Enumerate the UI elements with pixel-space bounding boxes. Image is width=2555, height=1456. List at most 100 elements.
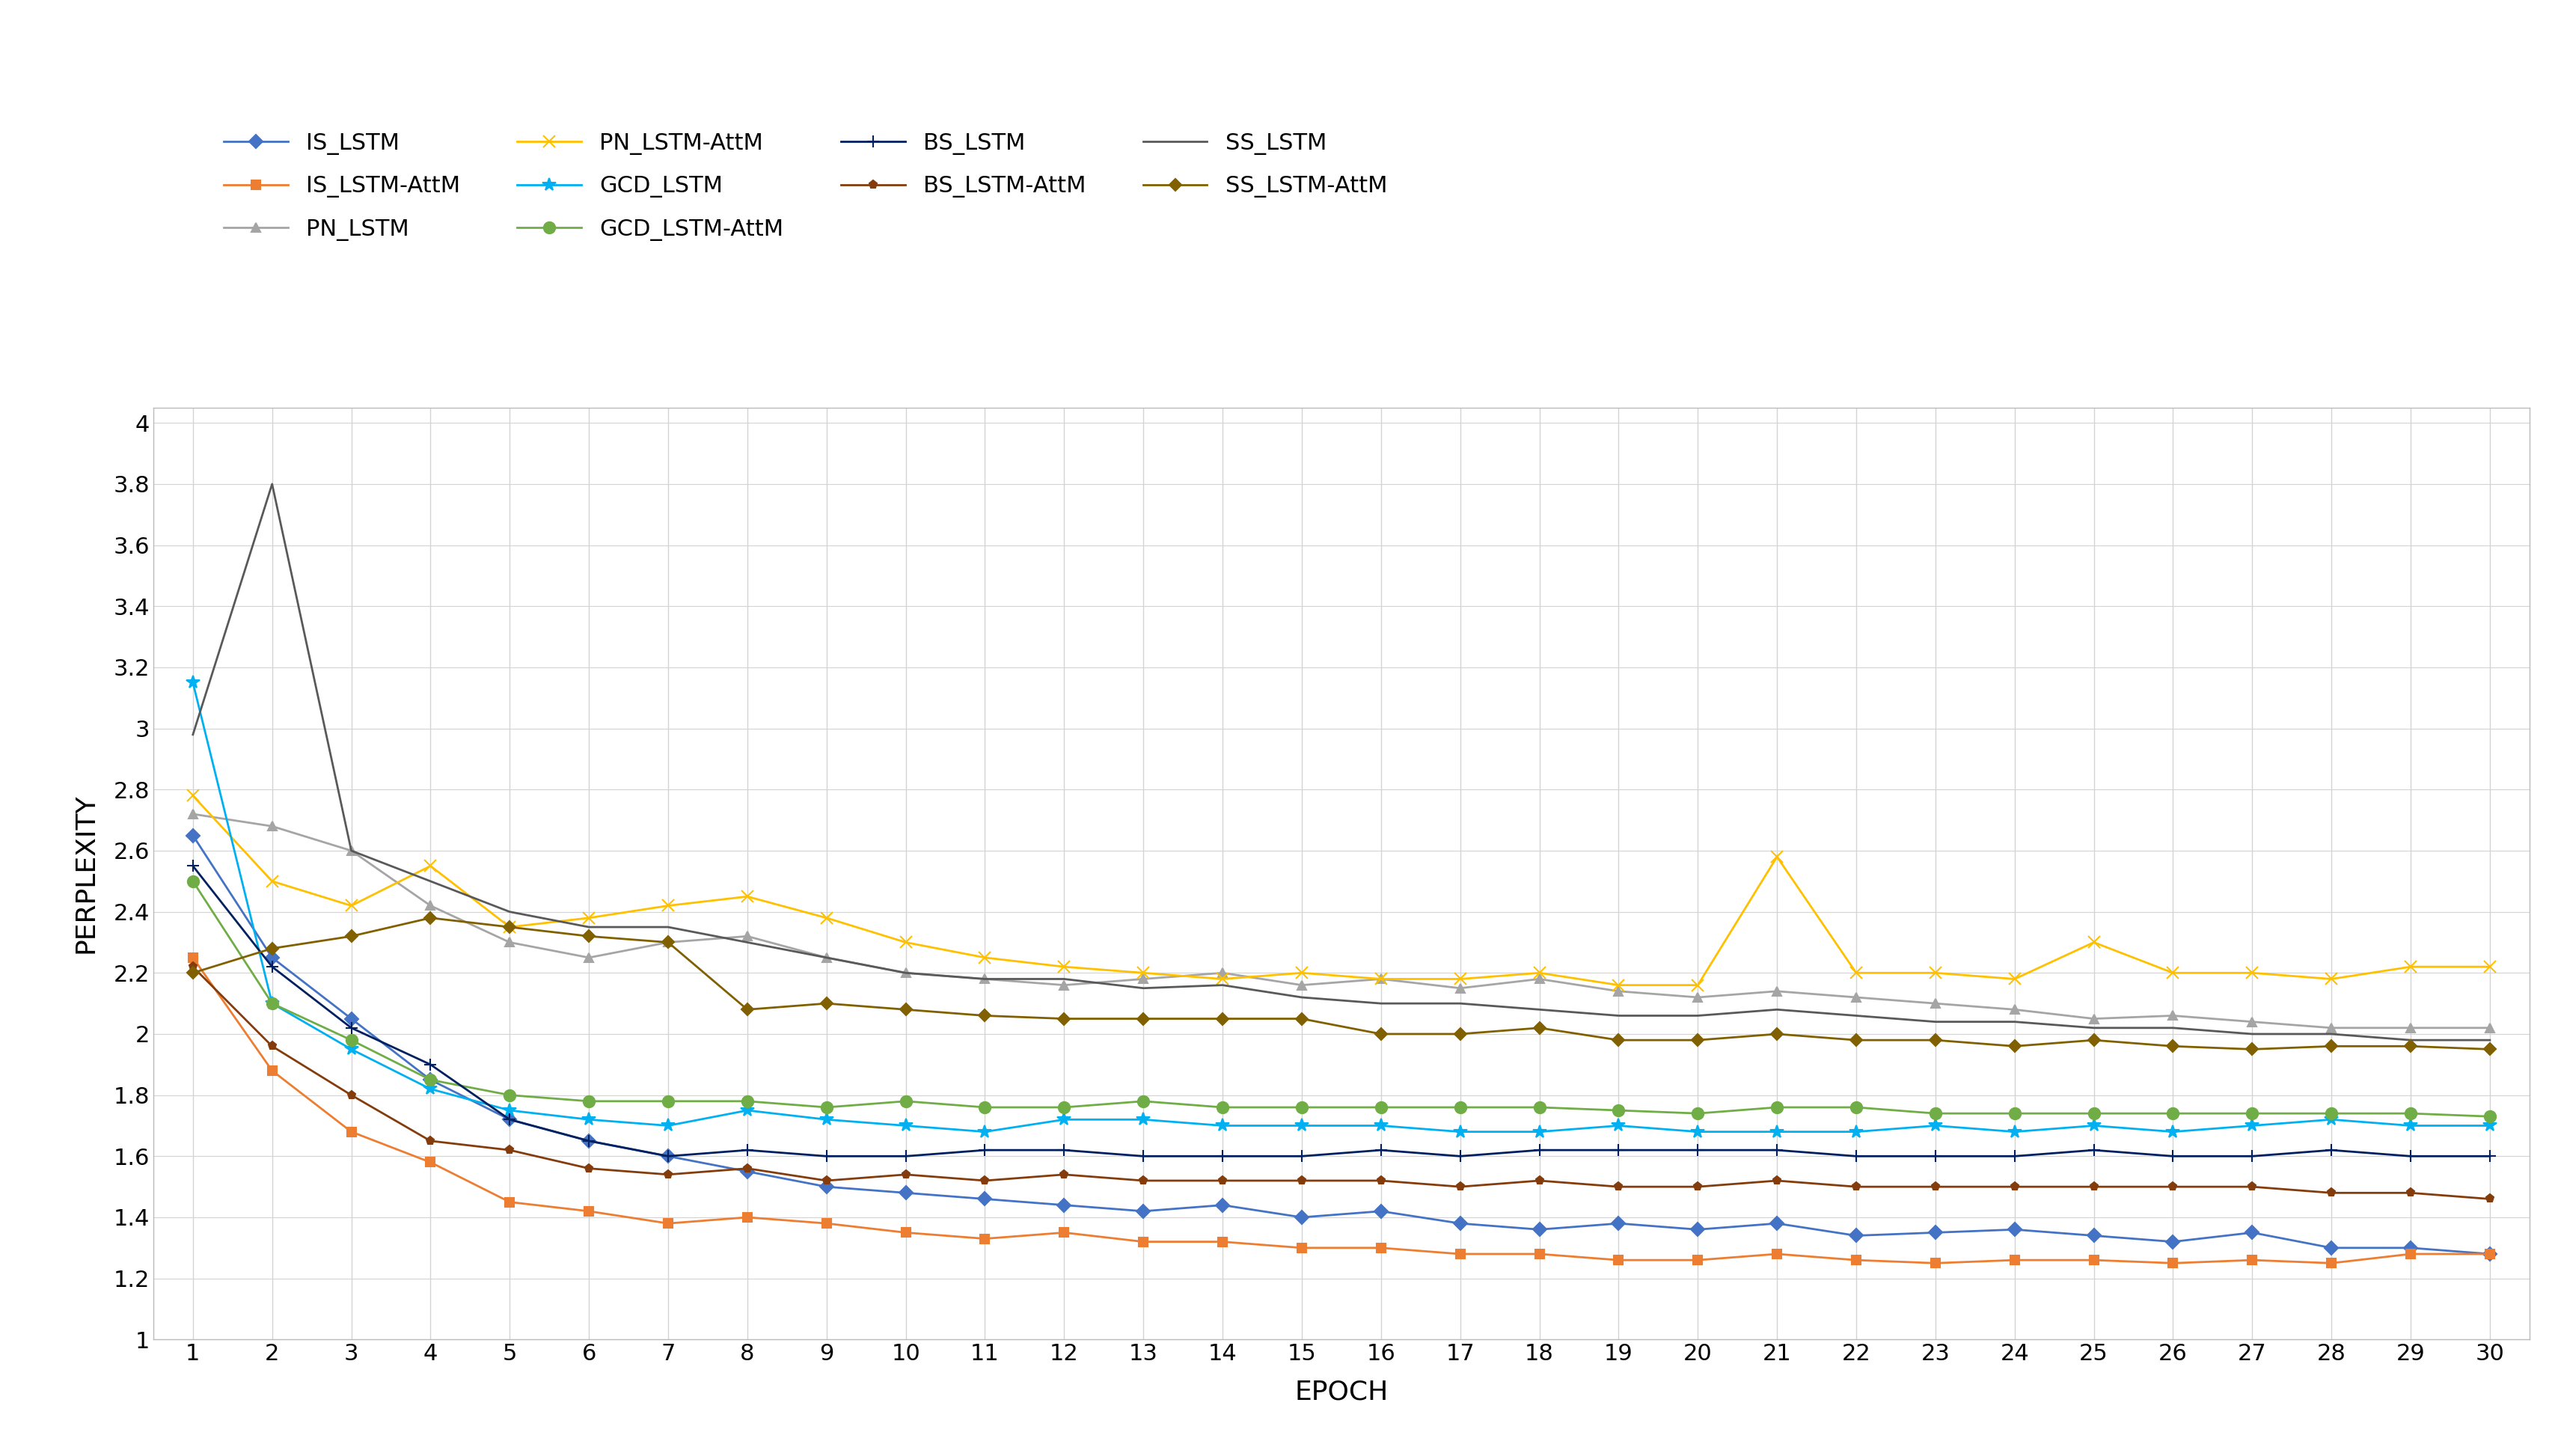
PN_LSTM bbox=[1127, 970, 1157, 987]
SS_LSTM bbox=[2080, 1019, 2110, 1037]
PN_LSTM bbox=[1681, 989, 1712, 1006]
BS_LSTM bbox=[2156, 1147, 2187, 1165]
BS_LSTM-AttM bbox=[1206, 1172, 1237, 1190]
BS_LSTM bbox=[1446, 1147, 1477, 1165]
BS_LSTM-AttM bbox=[1048, 1166, 1078, 1184]
SS_LSTM-AttM bbox=[968, 1008, 999, 1025]
SS_LSTM-AttM bbox=[652, 933, 682, 951]
GCD_LSTM-AttM bbox=[493, 1086, 526, 1104]
GCD_LSTM bbox=[2156, 1123, 2187, 1140]
BS_LSTM-AttM bbox=[176, 958, 210, 976]
IS_LSTM bbox=[414, 1072, 447, 1089]
SS_LSTM bbox=[1763, 1000, 1794, 1018]
SS_LSTM-AttM bbox=[256, 939, 286, 957]
SS_LSTM bbox=[2473, 1031, 2504, 1048]
IS_LSTM bbox=[968, 1190, 999, 1207]
IS_LSTM-AttM bbox=[652, 1214, 682, 1232]
Line: PN_LSTM: PN_LSTM bbox=[189, 810, 2494, 1032]
BS_LSTM bbox=[889, 1147, 920, 1165]
PN_LSTM-AttM bbox=[256, 872, 286, 890]
SS_LSTM-AttM bbox=[176, 964, 210, 981]
SS_LSTM-AttM bbox=[572, 927, 603, 945]
GCD_LSTM-AttM bbox=[1127, 1092, 1157, 1109]
GCD_LSTM-AttM bbox=[1681, 1105, 1712, 1123]
BS_LSTM bbox=[731, 1142, 761, 1159]
BS_LSTM-AttM bbox=[1364, 1172, 1395, 1190]
GCD_LSTM-AttM bbox=[968, 1099, 999, 1117]
GCD_LSTM bbox=[1048, 1111, 1078, 1128]
PN_LSTM-AttM bbox=[1446, 970, 1477, 987]
GCD_LSTM bbox=[2238, 1117, 2269, 1134]
BS_LSTM bbox=[1127, 1147, 1157, 1165]
PN_LSTM-AttM bbox=[1048, 958, 1078, 976]
PN_LSTM bbox=[889, 964, 920, 981]
SS_LSTM-AttM bbox=[2397, 1038, 2427, 1056]
GCD_LSTM-AttM bbox=[1446, 1099, 1477, 1117]
PN_LSTM-AttM bbox=[1763, 847, 1794, 865]
PN_LSTM-AttM bbox=[812, 909, 843, 926]
BS_LSTM bbox=[414, 1056, 447, 1073]
SS_LSTM bbox=[414, 872, 447, 890]
IS_LSTM bbox=[2397, 1239, 2427, 1257]
SS_LSTM bbox=[1127, 980, 1157, 997]
SS_LSTM-AttM bbox=[1840, 1031, 1870, 1048]
SS_LSTM bbox=[2397, 1031, 2427, 1048]
GCD_LSTM bbox=[1206, 1117, 1237, 1134]
IS_LSTM-AttM bbox=[2315, 1255, 2345, 1273]
PN_LSTM bbox=[1921, 994, 1952, 1012]
GCD_LSTM bbox=[1681, 1123, 1712, 1140]
PN_LSTM-AttM bbox=[2238, 964, 2269, 981]
SS_LSTM-AttM bbox=[1523, 1019, 1553, 1037]
IS_LSTM bbox=[652, 1147, 682, 1165]
IS_LSTM bbox=[1206, 1197, 1237, 1214]
IS_LSTM-AttM bbox=[889, 1224, 920, 1242]
PN_LSTM-AttM bbox=[731, 888, 761, 906]
BS_LSTM bbox=[1998, 1147, 2029, 1165]
SS_LSTM-AttM bbox=[1605, 1031, 1635, 1048]
GCD_LSTM-AttM bbox=[2315, 1105, 2345, 1123]
GCD_LSTM bbox=[731, 1102, 761, 1120]
GCD_LSTM-AttM bbox=[731, 1092, 761, 1109]
GCD_LSTM-AttM bbox=[1364, 1099, 1395, 1117]
PN_LSTM bbox=[337, 842, 368, 859]
SS_LSTM bbox=[1048, 970, 1078, 987]
GCD_LSTM bbox=[968, 1123, 999, 1140]
IS_LSTM-AttM bbox=[1840, 1251, 1870, 1268]
GCD_LSTM bbox=[1605, 1117, 1635, 1134]
BS_LSTM bbox=[1763, 1142, 1794, 1159]
SS_LSTM bbox=[652, 919, 682, 936]
GCD_LSTM-AttM bbox=[1763, 1099, 1794, 1117]
BS_LSTM bbox=[337, 1019, 368, 1037]
SS_LSTM-AttM bbox=[2080, 1031, 2110, 1048]
SS_LSTM-AttM bbox=[731, 1000, 761, 1018]
BS_LSTM-AttM bbox=[1681, 1178, 1712, 1195]
SS_LSTM-AttM bbox=[889, 1000, 920, 1018]
SS_LSTM bbox=[1921, 1013, 1952, 1031]
GCD_LSTM-AttM bbox=[1523, 1099, 1553, 1117]
GCD_LSTM bbox=[2315, 1111, 2345, 1128]
IS_LSTM bbox=[1763, 1214, 1794, 1232]
BS_LSTM bbox=[2238, 1147, 2269, 1165]
SS_LSTM-AttM bbox=[1285, 1010, 1318, 1028]
BS_LSTM bbox=[2397, 1147, 2427, 1165]
SS_LSTM bbox=[1998, 1013, 2029, 1031]
SS_LSTM bbox=[731, 933, 761, 951]
SS_LSTM-AttM bbox=[1763, 1025, 1794, 1042]
SS_LSTM-AttM bbox=[1446, 1025, 1477, 1042]
IS_LSTM-AttM bbox=[1364, 1239, 1395, 1257]
BS_LSTM-AttM bbox=[1127, 1172, 1157, 1190]
IS_LSTM bbox=[2315, 1239, 2345, 1257]
IS_LSTM-AttM bbox=[1206, 1233, 1237, 1251]
SS_LSTM-AttM bbox=[2156, 1038, 2187, 1056]
BS_LSTM-AttM bbox=[2156, 1178, 2187, 1195]
Line: BS_LSTM: BS_LSTM bbox=[187, 859, 2496, 1162]
IS_LSTM-AttM bbox=[2156, 1255, 2187, 1273]
IS_LSTM-AttM bbox=[1763, 1245, 1794, 1262]
BS_LSTM bbox=[1285, 1147, 1318, 1165]
PN_LSTM bbox=[2315, 1019, 2345, 1037]
SS_LSTM bbox=[2238, 1025, 2269, 1042]
GCD_LSTM bbox=[256, 994, 286, 1012]
PN_LSTM-AttM bbox=[1921, 964, 1952, 981]
BS_LSTM bbox=[1206, 1147, 1237, 1165]
SS_LSTM-AttM bbox=[493, 919, 526, 936]
